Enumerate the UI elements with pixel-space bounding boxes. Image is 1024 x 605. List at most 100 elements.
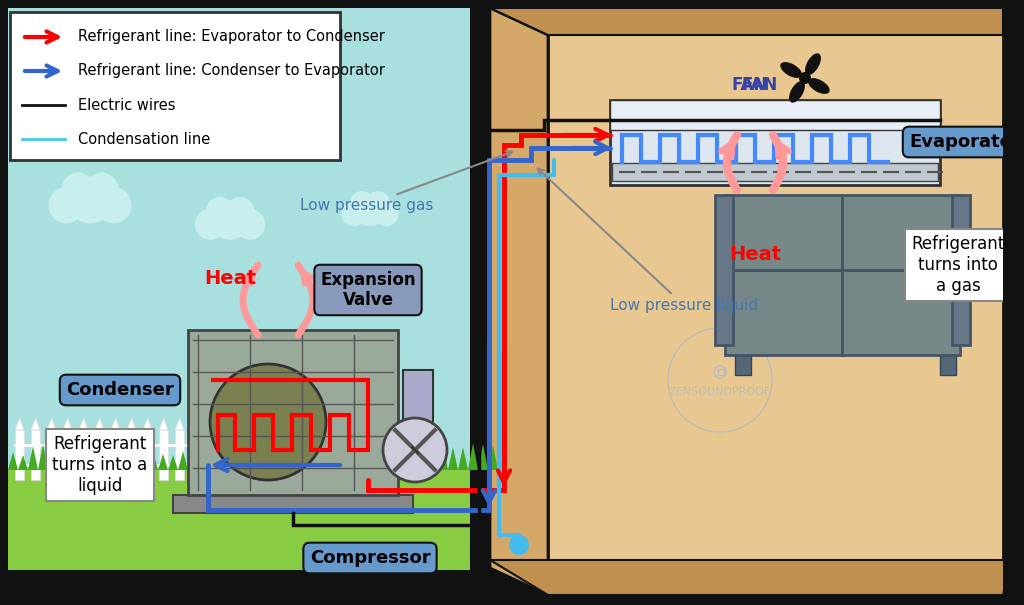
Bar	[15, 430, 24, 480]
Bar	[173, 495, 413, 513]
Polygon shape	[48, 448, 58, 470]
Polygon shape	[47, 418, 56, 430]
Bar	[255, 430, 264, 480]
Circle shape	[799, 72, 811, 84]
Bar	[31, 430, 40, 480]
Bar	[0, 0, 8, 605]
Circle shape	[195, 209, 225, 240]
Bar	[725, 195, 961, 270]
Polygon shape	[88, 452, 98, 470]
Polygon shape	[228, 457, 238, 470]
Polygon shape	[95, 418, 104, 430]
Bar	[127, 430, 136, 480]
Bar	[0, 597, 1024, 605]
Polygon shape	[15, 418, 24, 430]
Text: Heat: Heat	[729, 246, 781, 264]
Polygon shape	[378, 450, 388, 470]
Polygon shape	[138, 448, 148, 470]
Text: ZENSOUNDPROOF: ZENSOUNDPROOF	[669, 387, 771, 397]
Polygon shape	[255, 418, 264, 430]
Bar	[940, 350, 956, 375]
Circle shape	[85, 172, 119, 206]
Polygon shape	[408, 448, 418, 470]
Bar	[610, 100, 940, 130]
Polygon shape	[158, 454, 168, 470]
Polygon shape	[258, 445, 268, 470]
Bar	[239, 430, 248, 480]
Circle shape	[341, 201, 367, 226]
Circle shape	[210, 364, 326, 480]
Ellipse shape	[790, 81, 805, 103]
Polygon shape	[148, 451, 158, 470]
Polygon shape	[418, 444, 428, 470]
Bar	[10, 12, 340, 160]
Polygon shape	[268, 453, 278, 470]
Polygon shape	[8, 452, 18, 470]
Bar	[952, 195, 970, 345]
Circle shape	[383, 418, 447, 482]
Bar	[95, 430, 104, 480]
Polygon shape	[175, 418, 184, 430]
Polygon shape	[338, 449, 348, 470]
Polygon shape	[191, 418, 200, 430]
Bar	[1002, 0, 1024, 605]
Text: Compressor: Compressor	[309, 549, 430, 567]
Ellipse shape	[808, 78, 829, 94]
Text: Low pressure liquid: Low pressure liquid	[538, 168, 758, 313]
Circle shape	[225, 197, 254, 226]
Polygon shape	[449, 447, 458, 470]
Text: Electric wires: Electric wires	[78, 97, 175, 113]
Ellipse shape	[780, 62, 802, 78]
Polygon shape	[428, 449, 438, 470]
Bar	[191, 430, 200, 480]
Polygon shape	[208, 453, 218, 470]
Polygon shape	[223, 418, 232, 430]
Circle shape	[61, 172, 95, 206]
Bar	[725, 270, 961, 355]
Circle shape	[509, 535, 529, 555]
Bar	[0, 0, 1024, 8]
Bar	[143, 430, 152, 480]
Polygon shape	[490, 8, 548, 595]
Polygon shape	[298, 447, 308, 470]
Polygon shape	[238, 451, 248, 470]
Circle shape	[354, 194, 386, 226]
Circle shape	[48, 187, 85, 223]
Polygon shape	[458, 447, 468, 470]
Polygon shape	[38, 444, 48, 470]
Polygon shape	[159, 418, 168, 430]
Polygon shape	[127, 418, 136, 430]
Circle shape	[67, 177, 114, 223]
Bar	[612, 163, 938, 181]
Circle shape	[206, 197, 234, 226]
Polygon shape	[490, 560, 1011, 595]
Text: Refrigerant
turns into
a gas: Refrigerant turns into a gas	[911, 235, 1005, 295]
Polygon shape	[198, 456, 208, 470]
Polygon shape	[239, 418, 248, 430]
Bar	[159, 430, 168, 480]
Polygon shape	[28, 446, 38, 470]
Polygon shape	[288, 443, 298, 470]
Polygon shape	[63, 418, 72, 430]
Polygon shape	[398, 448, 408, 470]
Polygon shape	[388, 458, 398, 470]
Ellipse shape	[805, 53, 821, 75]
Text: FAN: FAN	[732, 76, 768, 94]
Text: Condensation line: Condensation line	[78, 131, 210, 146]
Circle shape	[210, 200, 250, 240]
Bar	[8, 470, 470, 570]
Bar	[715, 195, 733, 345]
Polygon shape	[18, 455, 28, 470]
Text: Refrigerant line: Condenser to Evaporator: Refrigerant line: Condenser to Evaporato…	[78, 64, 385, 79]
Polygon shape	[178, 451, 188, 470]
Text: Low pressure gas: Low pressure gas	[300, 151, 512, 213]
Bar	[47, 430, 56, 480]
Polygon shape	[490, 8, 1002, 35]
Polygon shape	[328, 447, 338, 470]
Circle shape	[234, 209, 265, 240]
Polygon shape	[188, 451, 198, 470]
Bar	[223, 430, 232, 480]
Circle shape	[350, 191, 374, 215]
Bar	[79, 430, 88, 480]
Bar	[111, 430, 120, 480]
